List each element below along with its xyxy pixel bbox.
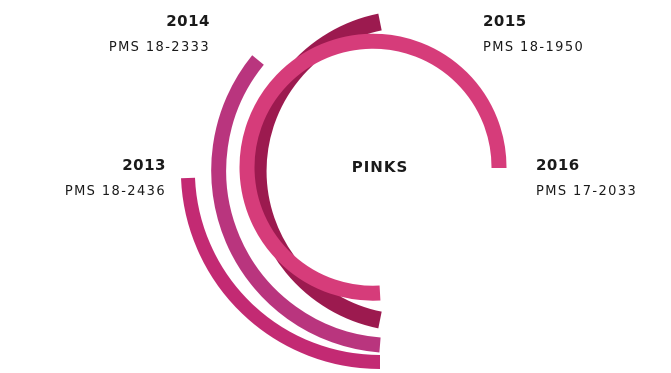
- arc-2013: [181, 177, 381, 370]
- arc-2014-outer: [211, 55, 381, 353]
- label-2014-pms: PMS 18-2333: [109, 40, 210, 55]
- label-2016-pms: PMS 17-2033: [536, 184, 637, 199]
- label-2013-pms: PMS 18-2436: [65, 184, 166, 199]
- label-2015-year: 2015: [483, 12, 527, 30]
- arc-2015: [239, 33, 507, 301]
- label-2015-pms: PMS 18-1950: [483, 40, 584, 55]
- center-title: PINKS: [352, 158, 409, 176]
- label-2014-year: 2014: [166, 12, 210, 30]
- label-2013-year: 2013: [122, 156, 166, 174]
- label-2016-year: 2016: [536, 156, 580, 174]
